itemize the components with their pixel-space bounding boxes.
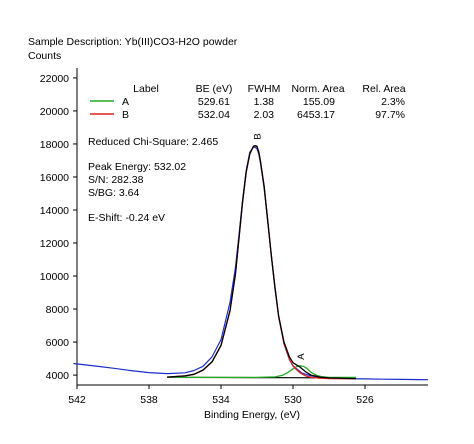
annotation-text: Reduced Chi-Square: 2.465 bbox=[88, 136, 218, 148]
legend-header: Norm. Area bbox=[291, 83, 344, 95]
y-tick-label: 12000 bbox=[40, 238, 69, 250]
series-line-b bbox=[166, 144, 356, 380]
y-tick-label: 10000 bbox=[40, 271, 69, 283]
y-tick-label: 16000 bbox=[40, 172, 69, 184]
legend-be: 532.04 bbox=[198, 109, 230, 121]
annotation-text: E-Shift: -0.24 eV bbox=[88, 212, 165, 224]
legend-norm-area: 155.09 bbox=[303, 96, 335, 108]
legend-label: B bbox=[122, 109, 129, 121]
legend: Label BE (eV) FWHM Norm. Area Rel. Area A 529.… bbox=[90, 83, 406, 121]
x-tick-label: 542 bbox=[68, 394, 86, 406]
annotation-text: Peak Energy: 532.02 bbox=[88, 161, 186, 173]
x-tick-label: 538 bbox=[140, 394, 158, 406]
y-tick-label: 22000 bbox=[40, 73, 69, 85]
series-line-envelope bbox=[166, 144, 357, 380]
x-tick-label: 530 bbox=[284, 394, 302, 406]
legend-header: Rel. Area bbox=[362, 83, 405, 95]
legend-fwhm: 1.38 bbox=[254, 96, 275, 108]
series-layer: BA bbox=[73, 133, 429, 381]
x-tick-label: 534 bbox=[212, 394, 230, 406]
legend-header: FWHM bbox=[248, 83, 281, 95]
x-axis-title: Binding Energy, (eV) bbox=[204, 409, 300, 421]
y-tick-label: 18000 bbox=[40, 139, 69, 151]
annotation-text: S/N: 282.38 bbox=[88, 174, 144, 186]
peak-label-b: B bbox=[252, 133, 263, 139]
legend-label: A bbox=[122, 96, 129, 108]
y-axis-title: Counts bbox=[28, 50, 62, 62]
legend-header: Label bbox=[133, 83, 159, 95]
annotation-text: S/BG: 3.64 bbox=[88, 187, 140, 199]
legend-be: 529.61 bbox=[198, 96, 230, 108]
legend-rel-area: 97.7% bbox=[375, 109, 405, 121]
y-tick-label: 20000 bbox=[40, 106, 69, 118]
legend-fwhm: 2.03 bbox=[254, 109, 275, 121]
peak-label-a: A bbox=[296, 353, 307, 360]
y-tick-label: 4000 bbox=[46, 370, 70, 382]
annotations: Reduced Chi-Square: 2.465 Peak Energy: 53… bbox=[88, 136, 218, 224]
axes: 4000 6000 8000 10000 12000 14000 16000 18000 200… bbox=[40, 68, 428, 406]
series-line-a bbox=[167, 365, 356, 379]
y-tick-label: 6000 bbox=[46, 337, 70, 349]
legend-header: BE (eV) bbox=[196, 83, 233, 95]
x-tick-label: 526 bbox=[356, 394, 374, 406]
legend-rel-area: 2.3% bbox=[381, 96, 405, 108]
legend-norm-area: 6453.17 bbox=[297, 109, 335, 121]
sample-description: Sample Description: Yb(III)CO3-H2O powde… bbox=[28, 36, 238, 48]
y-tick-label: 14000 bbox=[40, 205, 69, 217]
y-tick-label: 8000 bbox=[46, 304, 70, 316]
